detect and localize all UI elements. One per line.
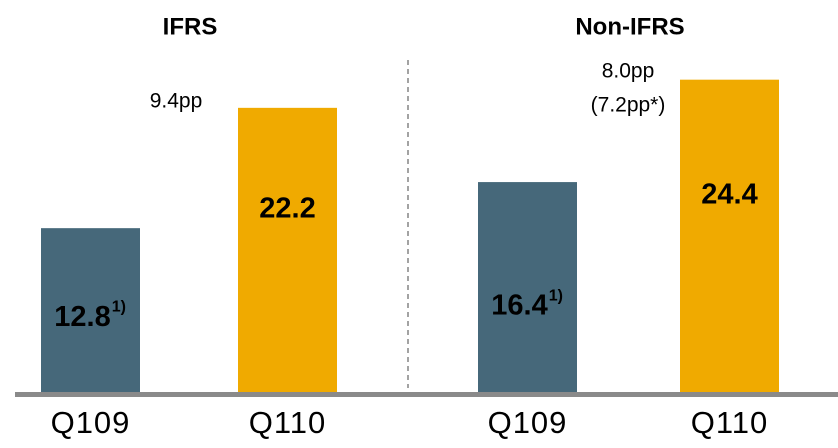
bar [478, 182, 577, 392]
annotation: (7.2pp*) [591, 94, 666, 117]
baseline [15, 392, 838, 397]
annotation: 9.4pp [150, 90, 203, 113]
value-label: 12.8 [54, 301, 110, 333]
value-label: 24.4 [701, 178, 757, 210]
x-tick-label: Q110 [249, 405, 327, 440]
panel-title: IFRS [163, 13, 218, 40]
annotation: 8.0pp [602, 60, 655, 83]
x-tick-label: Q109 [488, 405, 568, 440]
value-label: 16.4 [491, 290, 547, 322]
value-note: 1) [112, 298, 126, 315]
x-tick-label: Q110 [691, 405, 769, 440]
value-label: 22.2 [259, 193, 315, 225]
value-note: 1) [549, 287, 563, 304]
panel-title: Non-IFRS [575, 13, 684, 40]
bar [238, 107, 337, 392]
bar [680, 79, 779, 393]
x-tick-label: Q109 [51, 405, 131, 440]
bar [41, 228, 140, 392]
